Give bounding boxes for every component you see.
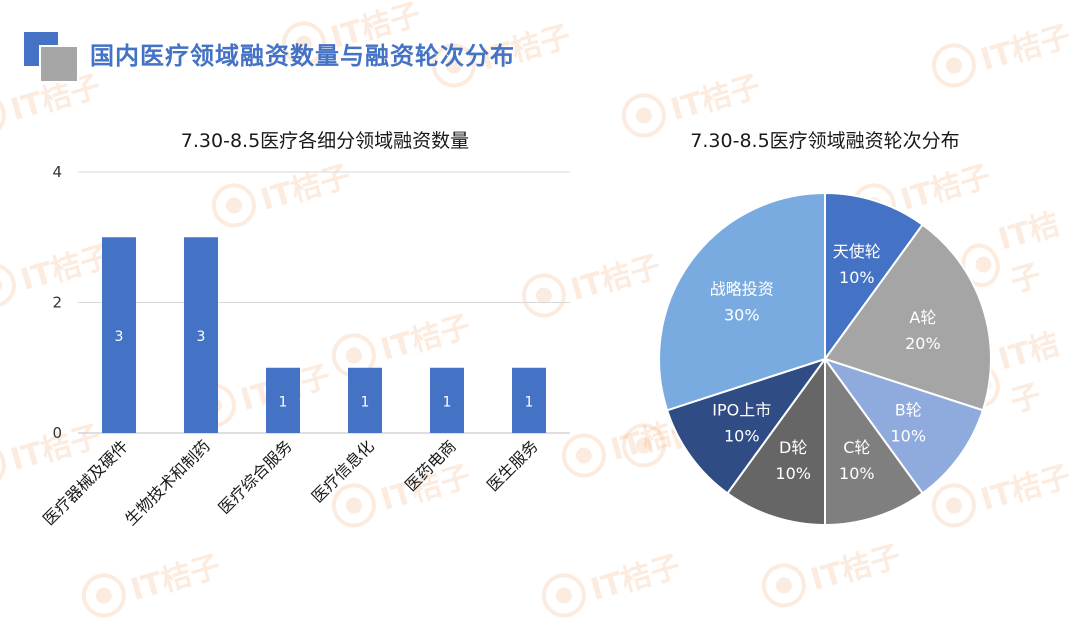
pie-slice-label: C轮 <box>843 438 870 457</box>
pie-slice-label: 战略投资 <box>710 280 774 299</box>
bar-data-label: 1 <box>443 394 452 410</box>
pie-slice-percent: 10% <box>724 426 760 445</box>
bar-data-label: 1 <box>525 394 534 410</box>
pie-slice <box>824 191 924 363</box>
bar-data-label: 1 <box>279 394 288 410</box>
bar-rect <box>430 367 464 433</box>
pie-slice <box>726 355 826 527</box>
page-title: 国内医疗领域融资数量与融资轮次分布 <box>90 42 515 70</box>
charts-canvas: 0 2 4 3 医疗器械及硬件 3 生物技术和制药 1 医疗综合服务 1 医疗信息化 1 医药电商 1 医生… <box>39 163 992 529</box>
bar-rect <box>348 367 382 433</box>
pie-slice <box>658 191 826 412</box>
bar-category-label: 生物技术和制药 <box>121 436 214 529</box>
bar-rect <box>102 237 136 433</box>
pie-slice-percent: 30% <box>724 306 760 325</box>
bar-category-label: 医疗综合服务 <box>215 436 296 517</box>
bar-y-tick-label: 4 <box>52 163 62 181</box>
bar-y-tick-label: 0 <box>52 424 62 442</box>
pie-slice-percent: 20% <box>905 334 941 353</box>
pie-slice-percent: 10% <box>839 268 875 287</box>
pie-slice-label: B轮 <box>895 400 922 419</box>
bar-category-label: 医疗器械及硬件 <box>39 436 132 529</box>
bar-chart-title: 7.30-8.5医疗各细分领域融资数量 <box>180 130 470 152</box>
bar-rect <box>184 237 218 433</box>
bar-data-label: 3 <box>115 329 124 345</box>
pie-slice-percent: 10% <box>775 464 811 483</box>
bar-rect <box>266 367 300 433</box>
bar-rect <box>512 367 546 433</box>
title-decoration-square-gray <box>39 45 79 83</box>
bar-data-label: 1 <box>361 394 370 410</box>
pie-slice <box>824 355 924 527</box>
pie-slice <box>823 223 992 412</box>
pie-slice-percent: 10% <box>890 426 926 445</box>
bar-y-tick-label: 2 <box>52 294 62 312</box>
bar-category-label: 医生服务 <box>483 436 542 495</box>
pie-slice <box>822 357 985 495</box>
bar-category-label: 医药电商 <box>401 436 460 495</box>
pie-slice-percent: 10% <box>839 464 875 483</box>
bar-category-label: 医疗信息化 <box>308 436 378 506</box>
pie-slice <box>665 357 828 495</box>
pie-slice-label: D轮 <box>779 438 807 457</box>
pie-chart-title: 7.30-8.5医疗领域融资轮次分布 <box>690 130 960 152</box>
pie-slice-label: IPO上市 <box>712 400 771 419</box>
pie-slice-label: A轮 <box>909 308 936 327</box>
pie-slice-label: 天使轮 <box>833 242 881 261</box>
bar-data-label: 3 <box>197 329 206 345</box>
